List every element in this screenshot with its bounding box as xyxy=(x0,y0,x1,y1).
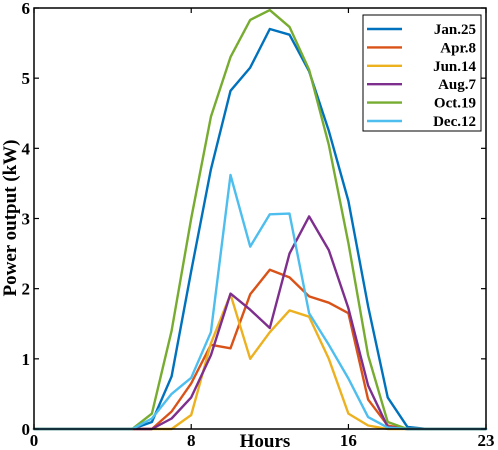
x-tick-label: 8 xyxy=(187,431,196,450)
legend-label-Apr.8: Apr.8 xyxy=(440,40,476,56)
legend-label-Jan.25: Jan.25 xyxy=(434,22,476,38)
y-tick-label: 1 xyxy=(22,350,31,369)
y-axis-label: Power output (kW) xyxy=(0,140,21,297)
y-tick-label: 0 xyxy=(22,420,31,439)
y-tick-label: 5 xyxy=(22,69,31,88)
y-tick-label: 6 xyxy=(22,0,31,18)
legend-box xyxy=(362,14,482,132)
y-tick-label: 3 xyxy=(22,210,31,229)
legend: Jan.25 Apr.8 Jun.14 Aug.7 Oct.19 Dec.12 xyxy=(362,14,482,132)
x-axis-label: Hours xyxy=(240,431,291,450)
y-tick-label: 4 xyxy=(22,139,31,158)
x-tick-label: 0 xyxy=(30,431,39,450)
legend-label-Aug.7: Aug.7 xyxy=(438,77,476,93)
y-tick-label: 2 xyxy=(22,280,31,299)
x-tick-label: 23 xyxy=(478,431,495,450)
legend-label-Dec.12: Dec.12 xyxy=(433,114,476,130)
x-tick-label: 16 xyxy=(340,431,357,450)
legend-label-Jun.14: Jun.14 xyxy=(433,59,476,75)
legend-label-Oct.19: Oct.19 xyxy=(434,96,476,112)
